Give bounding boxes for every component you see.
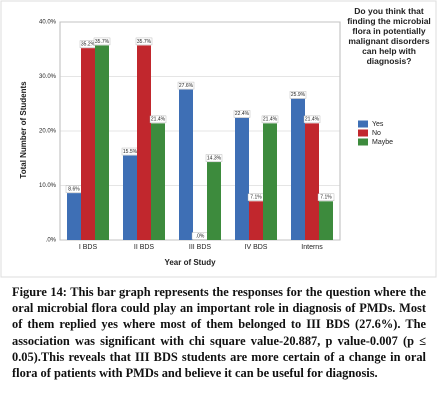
legend-label: Maybe [372, 139, 393, 146]
bar [81, 48, 95, 240]
value-label: 25.9% [291, 92, 306, 98]
value-label: 7.1% [250, 195, 262, 201]
value-label: 35.7% [95, 39, 110, 45]
caption: Figure 14: This bar graph represents the… [12, 284, 426, 381]
y-tick-label: 30.0% [39, 74, 57, 80]
bar [179, 89, 193, 240]
bar [123, 155, 137, 240]
value-label: 35.2% [81, 41, 96, 47]
bar [67, 193, 81, 240]
bar [151, 123, 165, 240]
value-label: 27.6% [179, 83, 194, 89]
value-label-box [233, 110, 251, 118]
bar [95, 45, 109, 241]
value-label-box [135, 37, 153, 46]
y-tick-label: .0% [46, 238, 57, 244]
x-tick-label: III BDS [189, 244, 212, 251]
value-label: 35.7% [137, 39, 152, 45]
value-label: 7.1% [320, 195, 332, 201]
value-label: 14.3% [207, 155, 222, 161]
bar [137, 45, 151, 241]
value-label-box [261, 115, 279, 124]
value-label: .0% [196, 233, 205, 239]
x-tick-label: I BDS [79, 244, 98, 251]
chart-frame [0, 0, 437, 278]
value-label: 21.4% [263, 117, 278, 123]
x-tick-label: II BDS [134, 244, 155, 251]
caption-text: This bar graph represents the responses … [12, 285, 426, 381]
value-label-box [289, 91, 307, 99]
value-label-box [317, 193, 335, 202]
bar [305, 123, 319, 240]
value-label: 21.4% [151, 117, 166, 123]
y-tick-label: 10.0% [39, 183, 57, 189]
caption-label: Figure 14: [12, 285, 67, 299]
bar [263, 123, 277, 240]
value-label: 22.4% [235, 111, 250, 117]
value-label: 21.4% [305, 117, 320, 123]
chart: Total Number of Students Year of Study .… [0, 0, 437, 278]
x-axis-label: Year of Study [164, 258, 216, 267]
x-tick-label: Interns [301, 244, 323, 251]
bar [319, 201, 333, 240]
x-tick-label: IV BDS [245, 244, 268, 251]
value-label-box [205, 154, 223, 162]
legend-swatch [358, 138, 368, 146]
bar [235, 117, 249, 240]
legend-title: Do you think that finding the microbial … [347, 6, 431, 66]
legend-label: Yes [372, 121, 384, 128]
bar [249, 201, 263, 240]
y-axis-label: Total Number of Students [19, 81, 28, 179]
legend-label: No [372, 130, 381, 137]
y-tick-label: 40.0% [39, 20, 57, 26]
bar [291, 98, 305, 240]
value-label-box [177, 81, 195, 90]
value-label: 8.6% [68, 186, 80, 192]
legend-swatch [358, 129, 368, 137]
value-label: 15.5% [123, 149, 138, 155]
y-tick-label: 20.0% [39, 129, 57, 135]
value-label-box [303, 115, 321, 124]
bar [207, 162, 221, 240]
value-label-box [93, 37, 111, 46]
legend-swatch [358, 120, 368, 128]
value-label-box [149, 115, 167, 124]
